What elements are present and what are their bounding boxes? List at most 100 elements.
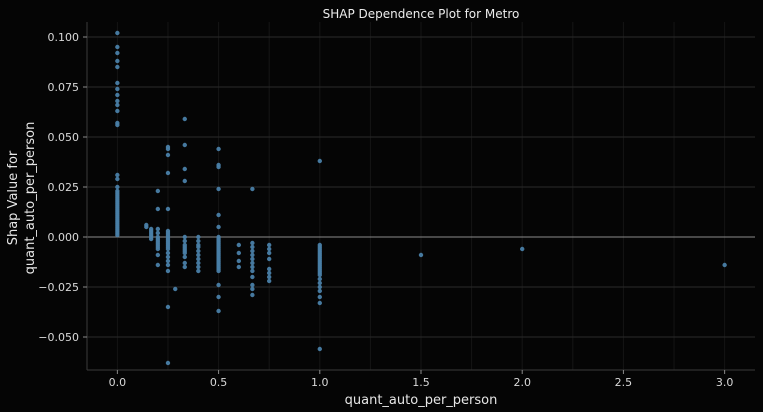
data-point [182,178,187,184]
data-point [115,102,120,108]
data-point [236,264,242,270]
y-axis-title-line-1: Shap Value for [6,150,21,245]
data-point [144,224,149,230]
data-point [317,346,322,352]
data-point [250,264,255,270]
data-point [182,234,187,240]
data-point [155,226,161,232]
data-point [115,98,120,104]
data-point [317,272,322,278]
data-point [165,146,171,152]
data-point [250,286,255,292]
data-point [182,116,187,122]
data-point [115,232,120,238]
data-point [182,238,187,244]
data-point [317,280,322,286]
data-point [266,266,272,272]
data-point [165,254,171,260]
data-point [236,250,242,256]
data-point [250,244,255,250]
data-point [216,294,221,300]
data-point [165,250,171,256]
data-point [165,268,171,274]
x-tick-label: 1.0 [311,376,329,389]
data-point [115,184,120,190]
data-point [182,166,187,172]
data-point [250,274,255,280]
data-point [165,304,171,310]
data-point [236,242,242,248]
data-point [115,80,120,86]
data-point [317,288,322,294]
data-point [317,276,322,282]
data-point [418,252,424,258]
x-tick-label: 3.0 [716,376,734,389]
data-point [196,248,201,254]
data-point [216,146,221,152]
data-point [115,44,120,50]
x-tick-label: 2.5 [615,376,633,389]
x-tick-label: 0.5 [210,376,228,389]
data-point [182,260,187,266]
data-points [115,30,727,366]
x-tick-label: 0.0 [109,376,127,389]
data-point [250,186,255,192]
x-tick-label: 2.0 [513,376,531,389]
data-point [165,170,171,176]
data-point [148,236,154,242]
data-point [115,108,120,114]
data-point [115,86,120,92]
data-point [196,234,201,240]
data-point [266,274,272,280]
data-point [165,262,171,268]
data-point [165,246,171,252]
data-point [216,212,221,218]
data-point [236,258,242,264]
data-point [155,262,161,268]
data-point [115,64,120,70]
data-point [155,206,161,212]
data-point [196,264,201,270]
data-point [115,92,120,98]
data-point [216,268,221,274]
data-point [250,292,255,298]
data-point [196,238,201,244]
data-point [250,256,255,262]
data-point [196,256,201,262]
data-point [115,172,120,178]
y-tick-label: −0.025 [38,281,79,294]
data-point [165,258,171,264]
data-point [216,164,221,170]
data-point [182,250,187,256]
data-point [250,268,255,274]
data-point [173,286,178,292]
y-tick-label: 0.075 [48,81,80,94]
data-point [266,256,272,262]
data-point [196,252,201,258]
y-tick-label: 0.050 [48,131,80,144]
y-tick-label: −0.050 [38,331,79,344]
x-tick-label: 1.5 [412,376,430,389]
axis-ticks: 0.0 0.5 1.0 1.5 2.0 2.5 3.0 −0.050 −0.025 0.000 0.… [38,31,733,389]
data-point [317,294,322,300]
data-point [317,300,322,306]
data-point [155,230,161,236]
data-point [115,176,120,182]
data-point [250,260,255,266]
data-point [722,262,727,268]
data-point [115,50,120,56]
data-point [115,122,120,128]
y-tick-label: 0.100 [48,31,80,44]
y-axis-title-line-2: quant_auto_per_person [23,122,38,275]
data-point [266,270,272,276]
data-point [520,246,525,252]
data-point [250,240,255,246]
y-tick-label: 0.025 [48,181,80,194]
data-point [155,188,161,194]
data-point [266,246,272,252]
data-point [182,264,187,270]
data-point [182,254,187,260]
data-point [250,248,255,254]
